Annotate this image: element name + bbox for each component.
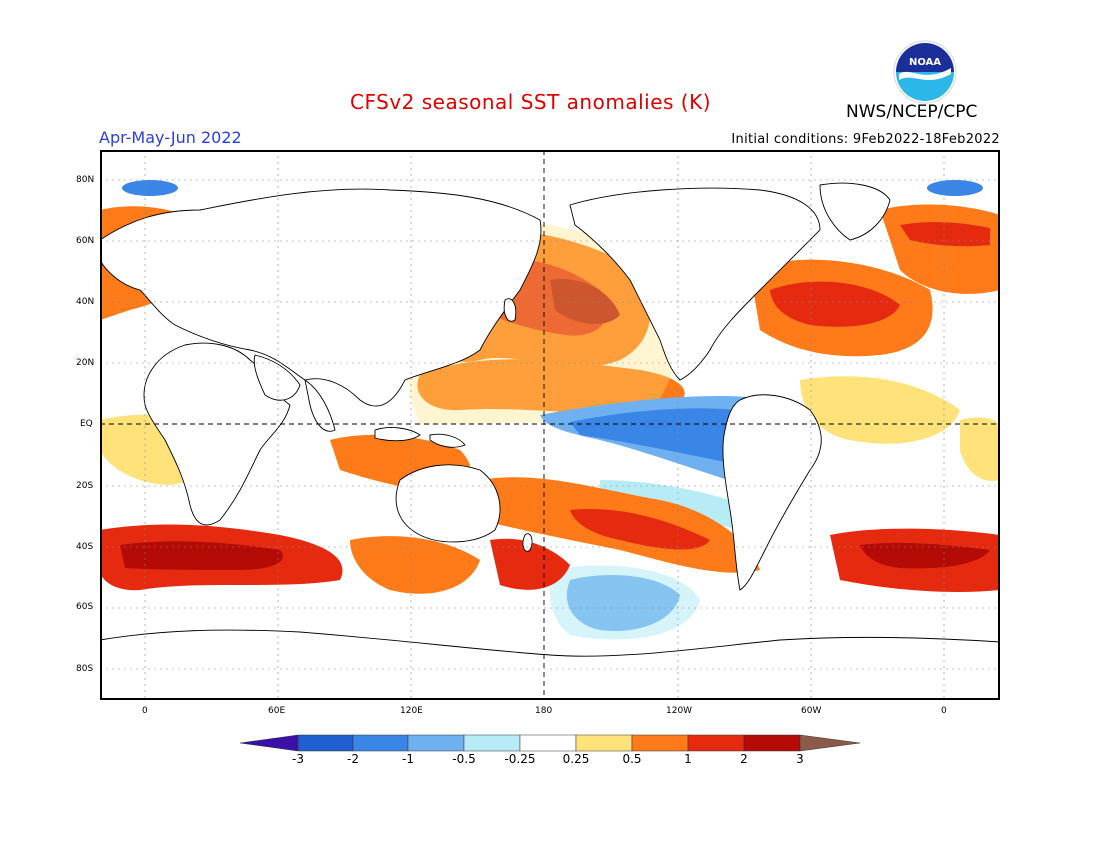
map-border <box>100 150 1000 700</box>
colorbar-label: 3 <box>796 752 804 766</box>
lon-label: 120W <box>666 706 693 716</box>
colorbar-min-arrow <box>240 734 299 752</box>
lon-label: 0 <box>142 706 148 716</box>
colorbar-label: -0.25 <box>504 752 536 766</box>
colorbar-swatch <box>297 734 354 752</box>
lat-label: 40N <box>76 297 95 307</box>
lat-label: EQ <box>80 419 93 429</box>
colorbar-swatch <box>631 734 689 752</box>
lat-lon-grid <box>100 150 1000 700</box>
colorbar-label: -1 <box>402 752 414 766</box>
colorbar-label: 0.25 <box>562 752 590 766</box>
lon-label: 0 <box>941 706 947 716</box>
map-title: CFSv2 seasonal SST anomalies (K) <box>350 90 711 114</box>
lon-label: 60W <box>801 706 822 716</box>
lat-label: 80S <box>76 664 94 674</box>
colorbar-swatch <box>687 734 745 752</box>
forecast-period: Apr-May-Jun 2022 <box>99 128 242 147</box>
colorbar-swatch <box>463 734 521 752</box>
lon-label: 120E <box>400 706 423 716</box>
sst-anomaly-map <box>100 150 1000 700</box>
land-masses <box>100 182 1000 700</box>
reference-lines <box>100 150 1000 700</box>
colorbar-label: 1 <box>684 752 692 766</box>
colorbar-label: -3 <box>292 752 304 766</box>
lat-label: 80N <box>76 175 95 185</box>
lat-label: 40S <box>76 542 94 552</box>
initial-conditions: Initial conditions: 9Feb2022-18Feb2022 <box>731 132 1000 147</box>
lat-label: 60N <box>76 236 95 246</box>
lat-label: 20N <box>76 358 95 368</box>
colorbar-label: -2 <box>347 752 359 766</box>
colorbar-label: 2 <box>740 752 748 766</box>
colorbar-swatch <box>575 734 633 752</box>
colorbar-swatch <box>519 734 577 752</box>
noaa-logo-text: NOAA <box>909 57 941 68</box>
lat-label: 20S <box>76 481 94 491</box>
agency-label: NWS/NCEP/CPC <box>846 102 978 122</box>
colorbar-max-arrow <box>799 734 860 752</box>
noaa-logo: NOAA <box>893 40 957 104</box>
colorbar-swatch <box>407 734 465 752</box>
colorbar-label: -0.5 <box>452 752 476 766</box>
colorbar-swatch <box>352 734 409 752</box>
colorbar-swatch <box>743 734 801 752</box>
lat-label: 60S <box>76 602 94 612</box>
lon-label: 60E <box>268 706 286 716</box>
colorbar-label: 0.5 <box>622 752 642 766</box>
colorbar <box>240 734 860 752</box>
lon-label: 180 <box>535 706 553 716</box>
